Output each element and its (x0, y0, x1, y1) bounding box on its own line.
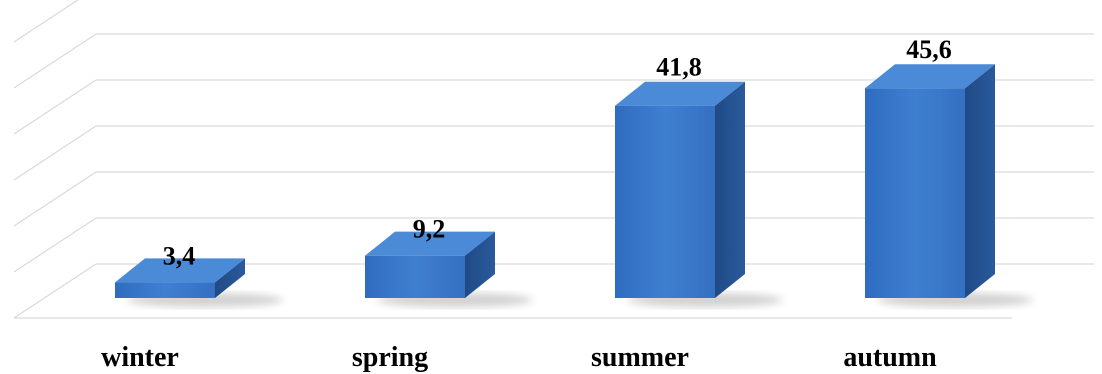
gridline (13, 0, 79, 43)
bar-front-face (865, 88, 965, 299)
bar-side-face (215, 258, 245, 298)
bar-top-face (615, 81, 745, 106)
bar-summer (615, 81, 745, 298)
data-label: 41,8 (656, 53, 702, 82)
value-labels: 3,4 9,2 41,8 45,6 (163, 35, 952, 270)
bar-front-face (365, 255, 465, 298)
bars (115, 64, 995, 299)
category-labels: winter spring summer autumn (101, 342, 937, 373)
bar-autumn (865, 64, 995, 299)
bar-top-face (115, 258, 245, 283)
category-tick-label: autumn (843, 342, 937, 373)
bar-spring (365, 231, 495, 298)
bar-top-face (365, 231, 495, 256)
bar-side-face (465, 231, 495, 298)
bar-side-face (965, 64, 995, 299)
bar-front-face (615, 105, 715, 298)
gridline (13, 33, 1094, 89)
bar-front-face (115, 282, 215, 298)
data-label: 9,2 (413, 215, 446, 244)
bar-side-face (715, 81, 745, 298)
category-tick-label: spring (352, 342, 428, 373)
bar-top-face (865, 64, 995, 89)
data-label: 3,4 (163, 241, 196, 270)
bar-winter (115, 258, 245, 298)
category-tick-label: summer (591, 342, 689, 373)
category-tick-label: winter (101, 342, 179, 373)
data-label: 45,6 (906, 35, 952, 64)
